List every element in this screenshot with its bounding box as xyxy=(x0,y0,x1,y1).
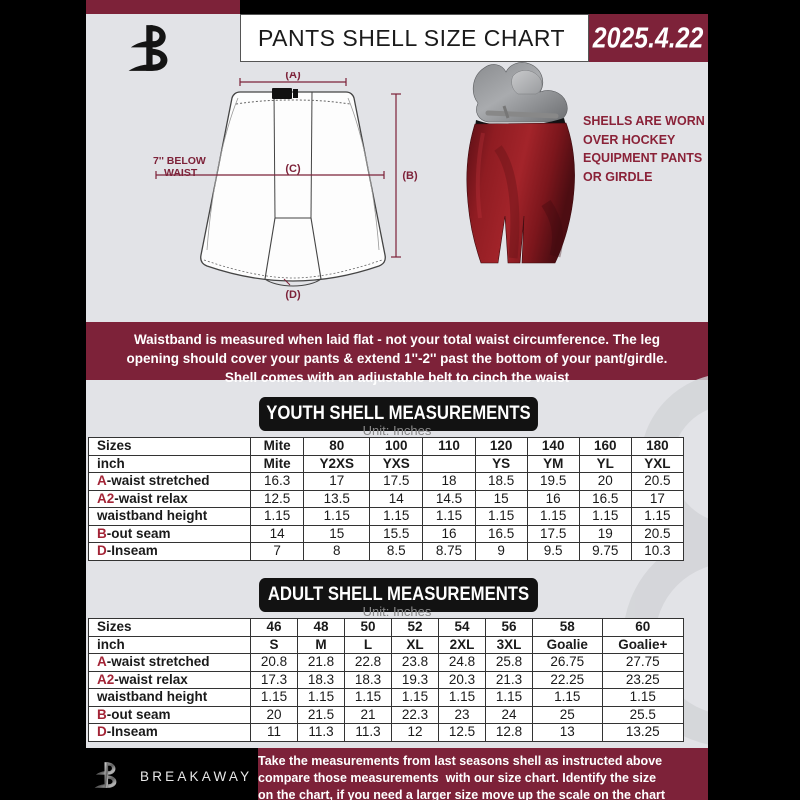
svg-text:(B): (B) xyxy=(402,170,418,182)
svg-text:(A): (A) xyxy=(285,72,301,81)
svg-text:7'' BELOW: 7'' BELOW xyxy=(153,155,206,167)
svg-text:(D): (D) xyxy=(285,289,301,301)
svg-text:(C): (C) xyxy=(285,163,301,175)
svg-text:WAIST: WAIST xyxy=(164,167,198,179)
